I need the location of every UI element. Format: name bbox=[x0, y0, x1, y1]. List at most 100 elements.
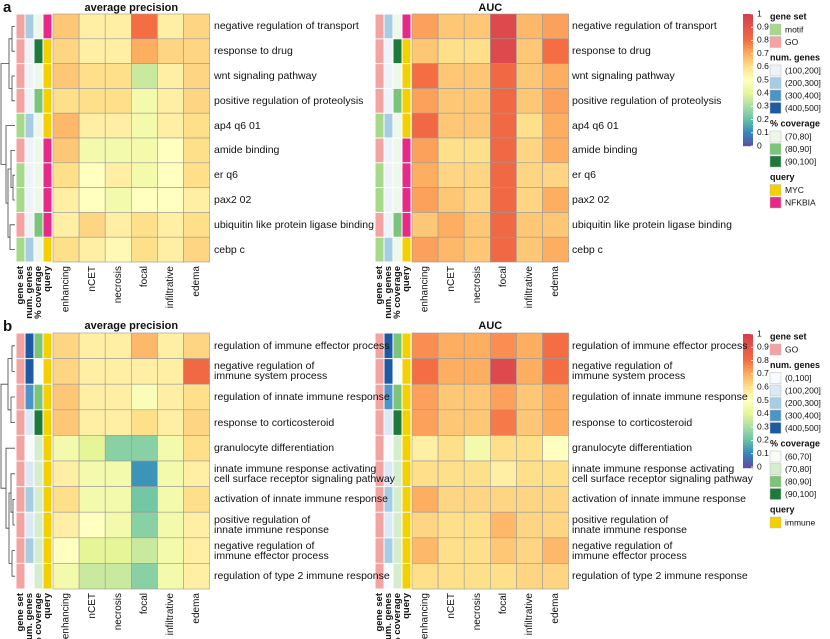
scale-swatch bbox=[743, 130, 753, 133]
scale-swatch bbox=[743, 70, 753, 73]
heatmap-cell bbox=[78, 537, 106, 564]
annotation-cell bbox=[43, 512, 52, 538]
dendrogram-branch bbox=[8, 38, 12, 89]
column-label: nCET bbox=[446, 593, 457, 619]
scale-swatch bbox=[743, 440, 753, 443]
row-label: ubiquitin like protein ligase binding bbox=[214, 218, 374, 231]
heatmap-cell bbox=[463, 486, 491, 513]
heatmap-cell bbox=[516, 137, 543, 164]
column-label: necrosis bbox=[472, 266, 483, 303]
heatmap-cell bbox=[542, 13, 569, 40]
heatmap-cell bbox=[437, 236, 465, 263]
scale-swatch bbox=[743, 20, 753, 23]
legend-label: (400,500] bbox=[785, 423, 821, 433]
scale-swatch bbox=[743, 140, 753, 143]
heatmap-cell bbox=[131, 137, 158, 164]
scale-swatch bbox=[743, 350, 753, 353]
row-label: pax2 02 bbox=[572, 194, 610, 206]
heatmap-cell bbox=[131, 383, 158, 411]
row-label: response to corticosteroid bbox=[572, 416, 693, 429]
scale-swatch bbox=[743, 22, 753, 25]
column-label: infiltrative bbox=[524, 593, 535, 636]
heatmap-cell bbox=[516, 187, 543, 213]
scale-swatch bbox=[743, 398, 753, 401]
scale-swatch bbox=[743, 364, 753, 367]
row-label: response to corticosteroid bbox=[214, 416, 335, 429]
heatmap-cell bbox=[516, 332, 543, 359]
heatmap-cell bbox=[516, 63, 543, 89]
annotation-cell bbox=[402, 64, 411, 88]
heatmap-cell bbox=[183, 435, 210, 462]
legend-label: (200,300] bbox=[785, 398, 821, 408]
heatmap-cell bbox=[183, 332, 210, 359]
annotation-cell bbox=[25, 39, 34, 64]
heatmap-cell bbox=[104, 409, 132, 436]
annotation-cell bbox=[402, 563, 411, 589]
heatmap-cell bbox=[157, 409, 184, 436]
scale-swatch bbox=[743, 460, 753, 463]
heatmap-cell bbox=[411, 88, 439, 114]
scale-swatch bbox=[743, 46, 753, 49]
heatmap-cell bbox=[157, 486, 184, 513]
scale-swatch bbox=[743, 358, 753, 361]
annotation-cell bbox=[34, 188, 43, 212]
legend-swatch bbox=[769, 102, 782, 114]
row-label: regulation of innate immune response bbox=[572, 391, 748, 403]
legend-label: (0,100] bbox=[785, 373, 811, 383]
annotation-cell bbox=[43, 359, 52, 384]
heatmap-cell bbox=[52, 38, 80, 64]
legend-swatch bbox=[769, 384, 782, 397]
heatmap-cell bbox=[542, 435, 569, 462]
annotation-cell bbox=[393, 487, 402, 512]
annotation-cell bbox=[25, 512, 34, 538]
annotation-cell bbox=[43, 14, 52, 39]
heatmap-cell bbox=[131, 13, 158, 40]
row-label: regulation of innate immune response bbox=[214, 391, 390, 403]
heatmap-cell bbox=[463, 511, 491, 539]
scale-swatch bbox=[743, 366, 753, 369]
annotation-cell bbox=[402, 163, 411, 188]
legend-title: query bbox=[770, 504, 795, 514]
column-label: necrosis bbox=[113, 593, 124, 630]
heatmap-cell bbox=[131, 409, 158, 436]
column-label: infiltrative bbox=[165, 266, 176, 309]
column-label: enhancing bbox=[420, 266, 431, 312]
heatmap-cell bbox=[183, 358, 210, 385]
heatmap-cell bbox=[131, 63, 158, 89]
heatmap-cell bbox=[131, 38, 158, 64]
heatmap-cell bbox=[52, 63, 80, 89]
heatmap-cell bbox=[104, 511, 132, 539]
dendrogram-branch bbox=[5, 447, 15, 529]
dendrogram-branch bbox=[0, 63, 9, 165]
annotation-cell bbox=[16, 384, 25, 410]
heatmap-cell bbox=[437, 332, 465, 359]
row-label: cebp c bbox=[572, 243, 603, 256]
annotation-cell bbox=[384, 410, 393, 435]
annotation-cell bbox=[384, 435, 393, 461]
scale-swatch bbox=[743, 436, 753, 439]
heatmap-cell bbox=[104, 88, 132, 114]
dendrogram-branch bbox=[12, 174, 15, 201]
scale-swatch bbox=[743, 432, 753, 435]
heatmap-cell bbox=[463, 460, 491, 487]
heatmap-cell bbox=[52, 460, 80, 487]
scale-swatch bbox=[743, 104, 753, 107]
annotation-cell bbox=[384, 64, 393, 88]
annotation-cell bbox=[16, 410, 25, 435]
annotation-label: num. genes bbox=[24, 593, 35, 639]
scale-swatch bbox=[743, 32, 753, 35]
heatmap-cell bbox=[52, 137, 80, 164]
heatmap-cell bbox=[542, 511, 569, 539]
scale-swatch bbox=[743, 458, 753, 461]
annotation-cell bbox=[34, 384, 43, 410]
heatmap-cell bbox=[157, 38, 184, 64]
heatmap-cell bbox=[542, 38, 569, 64]
legend-label: (80,90] bbox=[785, 144, 811, 154]
heatmap-cell bbox=[437, 435, 465, 462]
annotation-cell bbox=[402, 410, 411, 435]
scale-swatch bbox=[743, 410, 753, 413]
scale-swatch bbox=[743, 72, 753, 75]
scale-swatch bbox=[743, 142, 753, 145]
annotation-cell bbox=[34, 88, 43, 113]
heatmap-cell bbox=[78, 137, 106, 164]
